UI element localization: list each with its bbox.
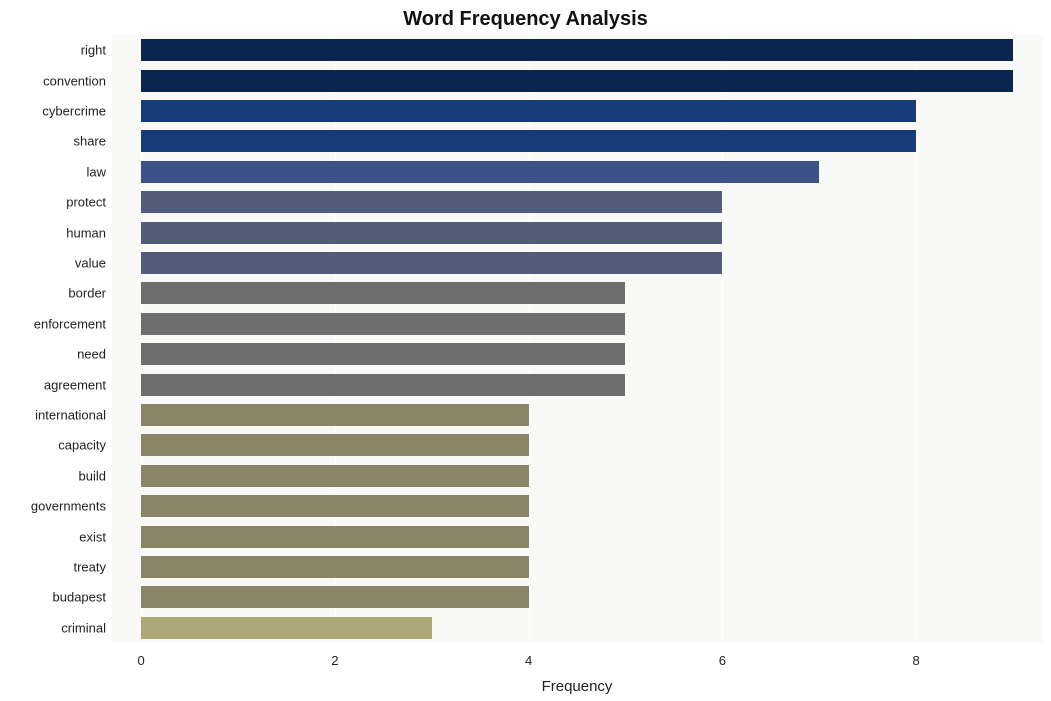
y-tick-label: share xyxy=(73,134,112,149)
bar xyxy=(141,495,529,517)
y-tick-label: convention xyxy=(43,73,112,88)
y-tick-label: right xyxy=(81,43,112,58)
bar xyxy=(141,161,819,183)
bar xyxy=(141,556,529,578)
x-tick-label: 6 xyxy=(719,653,726,668)
x-tick-label: 0 xyxy=(137,653,144,668)
y-tick-label: law xyxy=(86,164,112,179)
y-tick-label: exist xyxy=(79,529,112,544)
y-tick-label: treaty xyxy=(73,560,112,575)
bar xyxy=(141,343,625,365)
bar xyxy=(141,222,722,244)
bar xyxy=(141,434,529,456)
y-tick-label: agreement xyxy=(44,377,112,392)
y-tick-label: protect xyxy=(66,195,112,210)
bar xyxy=(141,100,916,122)
bar xyxy=(141,282,625,304)
y-tick-label: criminal xyxy=(61,620,112,635)
y-tick-label: capacity xyxy=(58,438,112,453)
bar xyxy=(141,70,1013,92)
y-tick-label: value xyxy=(75,256,112,271)
plot-area: 02468rightconventioncybercrimesharelawpr… xyxy=(112,35,1042,643)
y-tick-label: border xyxy=(68,286,112,301)
y-tick-label: need xyxy=(77,347,112,362)
y-tick-label: enforcement xyxy=(34,316,112,331)
y-tick-label: budapest xyxy=(53,590,113,605)
bar xyxy=(141,191,722,213)
chart-title: Word Frequency Analysis xyxy=(0,8,1051,31)
y-tick-label: cybercrime xyxy=(42,104,112,119)
y-tick-label: international xyxy=(35,408,112,423)
bar xyxy=(141,252,722,274)
y-tick-label: human xyxy=(66,225,112,240)
x-tick-label: 8 xyxy=(912,653,919,668)
bar xyxy=(141,313,625,335)
bar xyxy=(141,404,529,426)
grid-line xyxy=(141,35,142,643)
bar xyxy=(141,39,1013,61)
bar xyxy=(141,130,916,152)
grid-line xyxy=(529,35,530,643)
y-tick-label: governments xyxy=(31,499,112,514)
x-axis-label: Frequency xyxy=(112,678,1042,695)
bar xyxy=(141,374,625,396)
y-tick-label: build xyxy=(79,468,112,483)
bar xyxy=(141,465,529,487)
bar xyxy=(141,526,529,548)
x-tick-label: 2 xyxy=(331,653,338,668)
x-tick-label: 4 xyxy=(525,653,532,668)
grid-line xyxy=(916,35,917,643)
bar xyxy=(141,617,432,639)
grid-line xyxy=(335,35,336,643)
word-frequency-chart: Word Frequency Analysis 02468rightconven… xyxy=(0,0,1051,701)
bar xyxy=(141,586,529,608)
grid-line xyxy=(722,35,723,643)
